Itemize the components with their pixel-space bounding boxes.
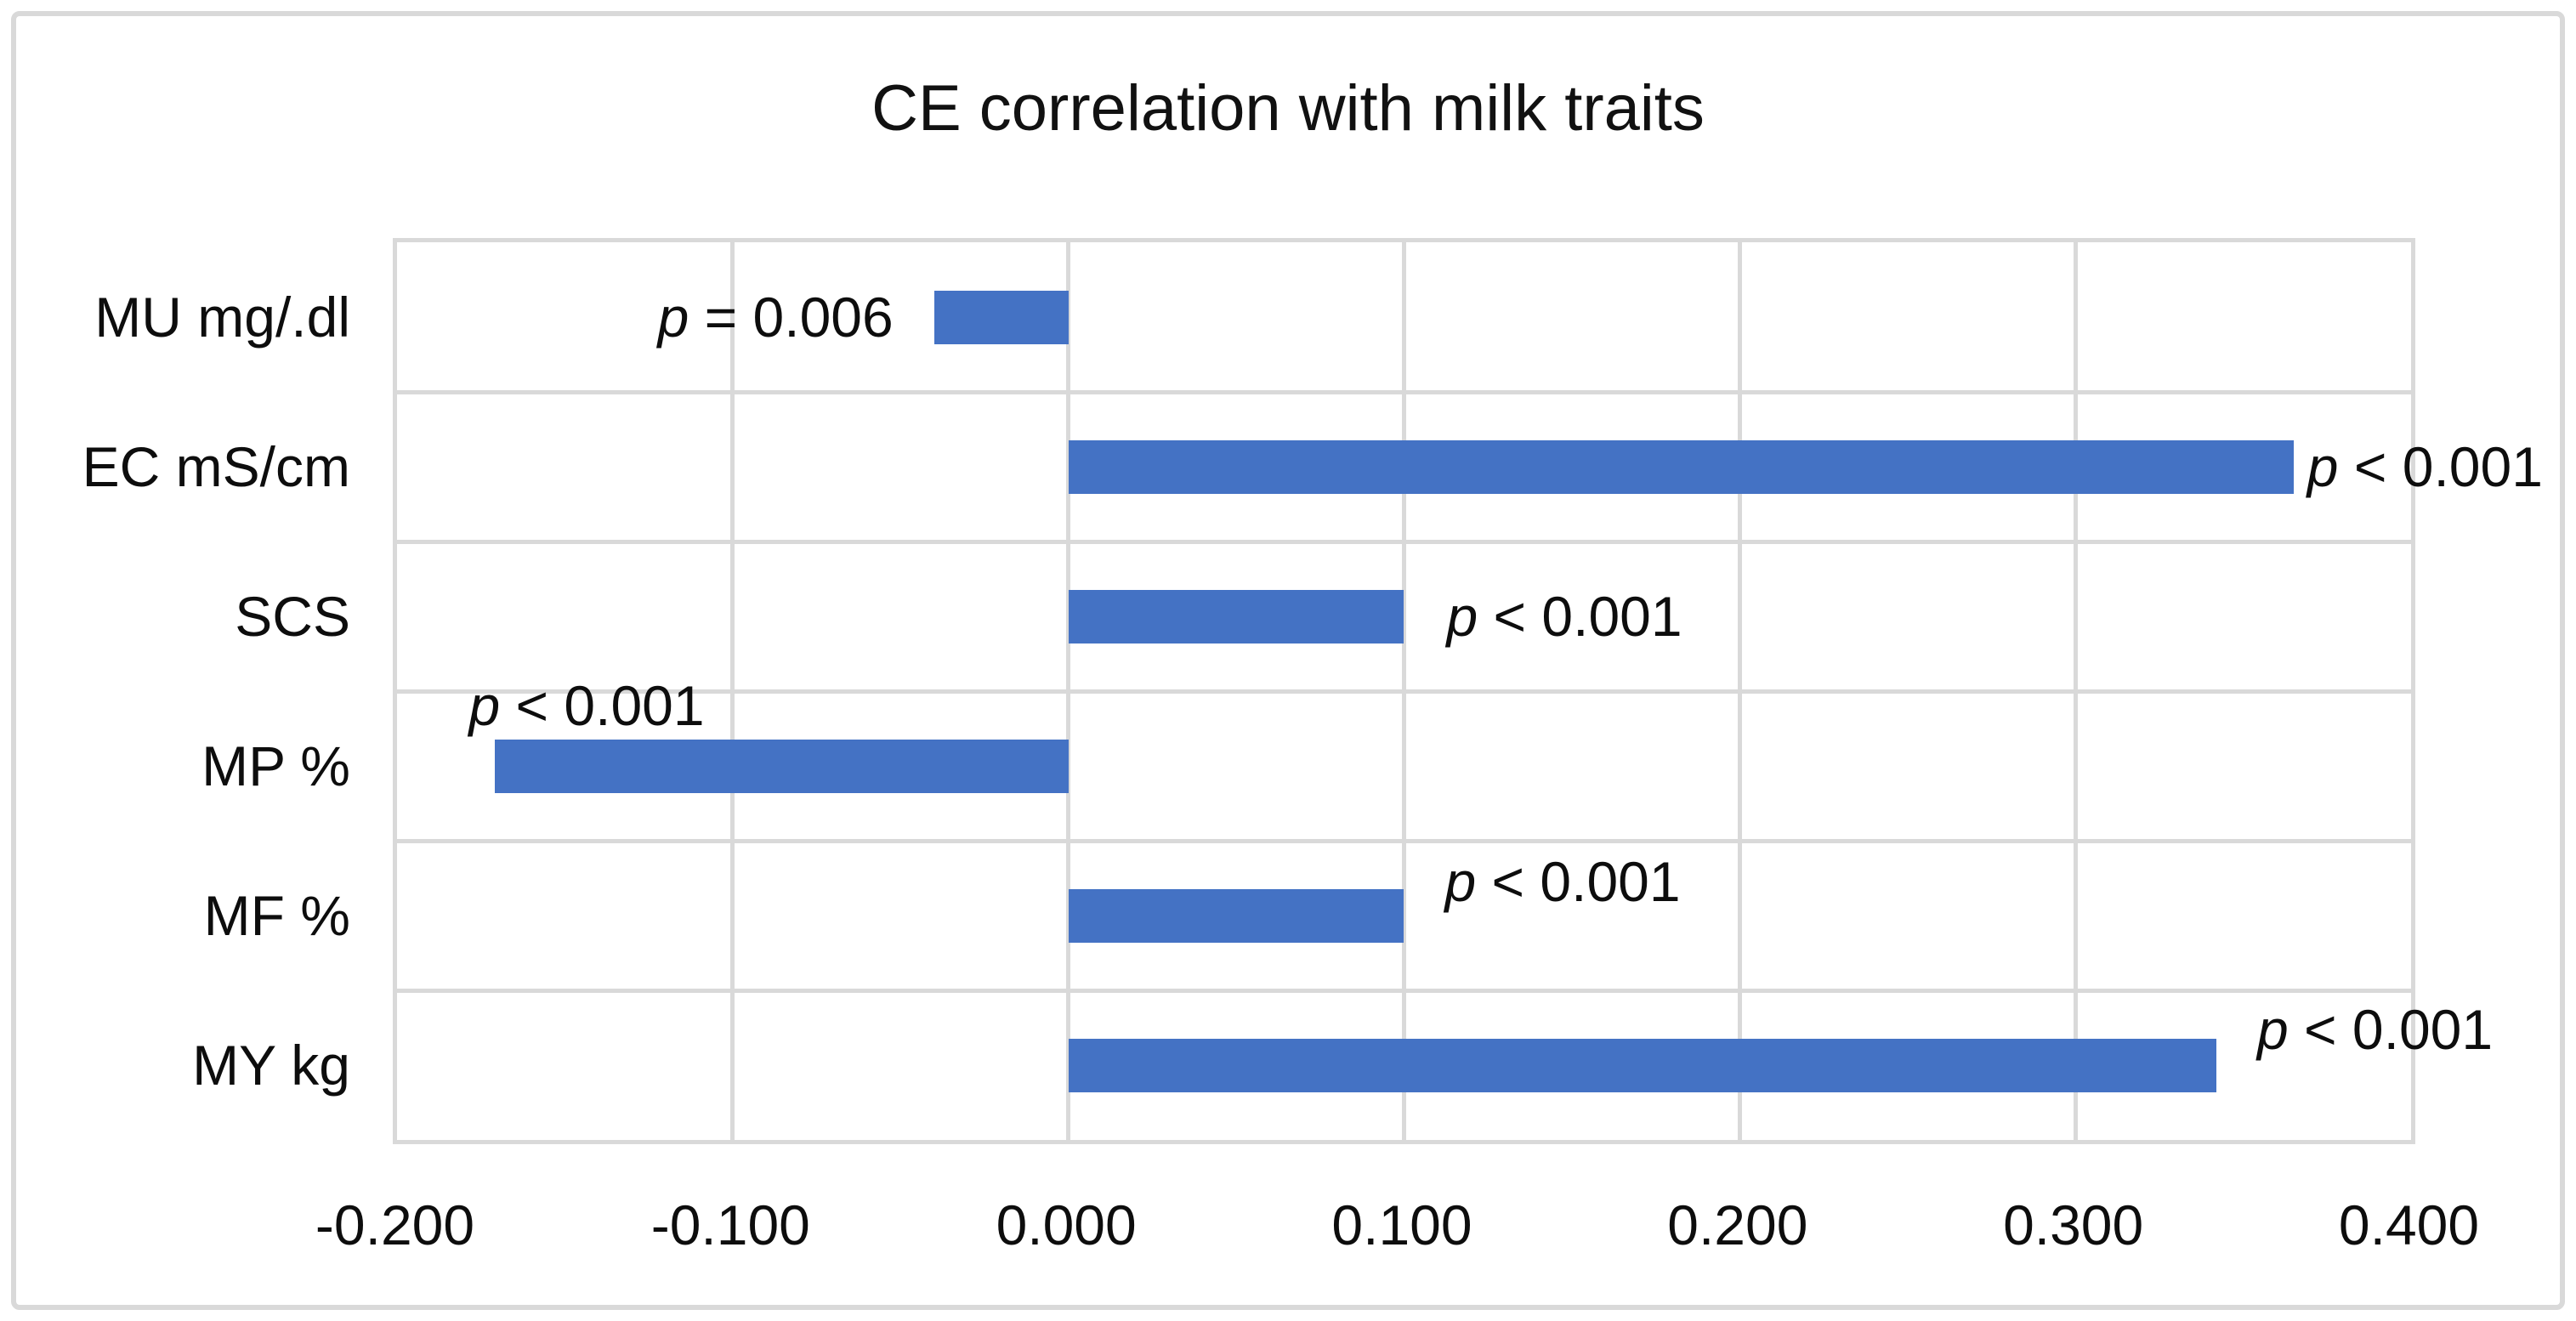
horizontal-gridline xyxy=(397,988,2411,993)
category-label: EC mS/cm xyxy=(82,435,350,498)
category-label: MP % xyxy=(201,734,350,797)
bar xyxy=(1068,1038,2216,1092)
x-tick-label: 0.200 xyxy=(1667,1193,1808,1256)
bar xyxy=(933,290,1069,344)
x-tick-label: 0.100 xyxy=(1331,1193,1472,1256)
p-value-label: p < 0.001 xyxy=(2306,435,2543,498)
x-tick-label: 0.000 xyxy=(996,1193,1137,1256)
plot-area xyxy=(393,238,2415,1144)
horizontal-gridline xyxy=(397,539,2411,544)
bar xyxy=(1068,439,2294,494)
x-tick-label: 0.400 xyxy=(2338,1193,2480,1256)
horizontal-gridline xyxy=(397,389,2411,394)
p-value-label: p < 0.001 xyxy=(1446,585,1682,648)
category-label: SCS xyxy=(235,585,350,648)
bar xyxy=(494,739,1069,793)
category-label: MU mg/.dl xyxy=(94,286,350,349)
p-value-label: p < 0.001 xyxy=(1444,850,1681,913)
x-tick-label: 0.300 xyxy=(2003,1193,2144,1256)
x-tick-label: -0.200 xyxy=(315,1193,475,1256)
x-tick-label: -0.100 xyxy=(650,1193,810,1256)
chart-title: CE correlation with milk traits xyxy=(871,72,1705,145)
horizontal-gridline xyxy=(397,689,2411,694)
p-value-label: p < 0.001 xyxy=(468,673,705,737)
horizontal-gridline xyxy=(397,838,2411,843)
p-value-label: p = 0.006 xyxy=(657,286,894,349)
category-label: MY kg xyxy=(192,1034,350,1097)
p-value-label: p < 0.001 xyxy=(2256,998,2494,1061)
bar xyxy=(1068,888,1404,943)
bar xyxy=(1068,589,1404,643)
category-label: MF % xyxy=(203,884,350,947)
